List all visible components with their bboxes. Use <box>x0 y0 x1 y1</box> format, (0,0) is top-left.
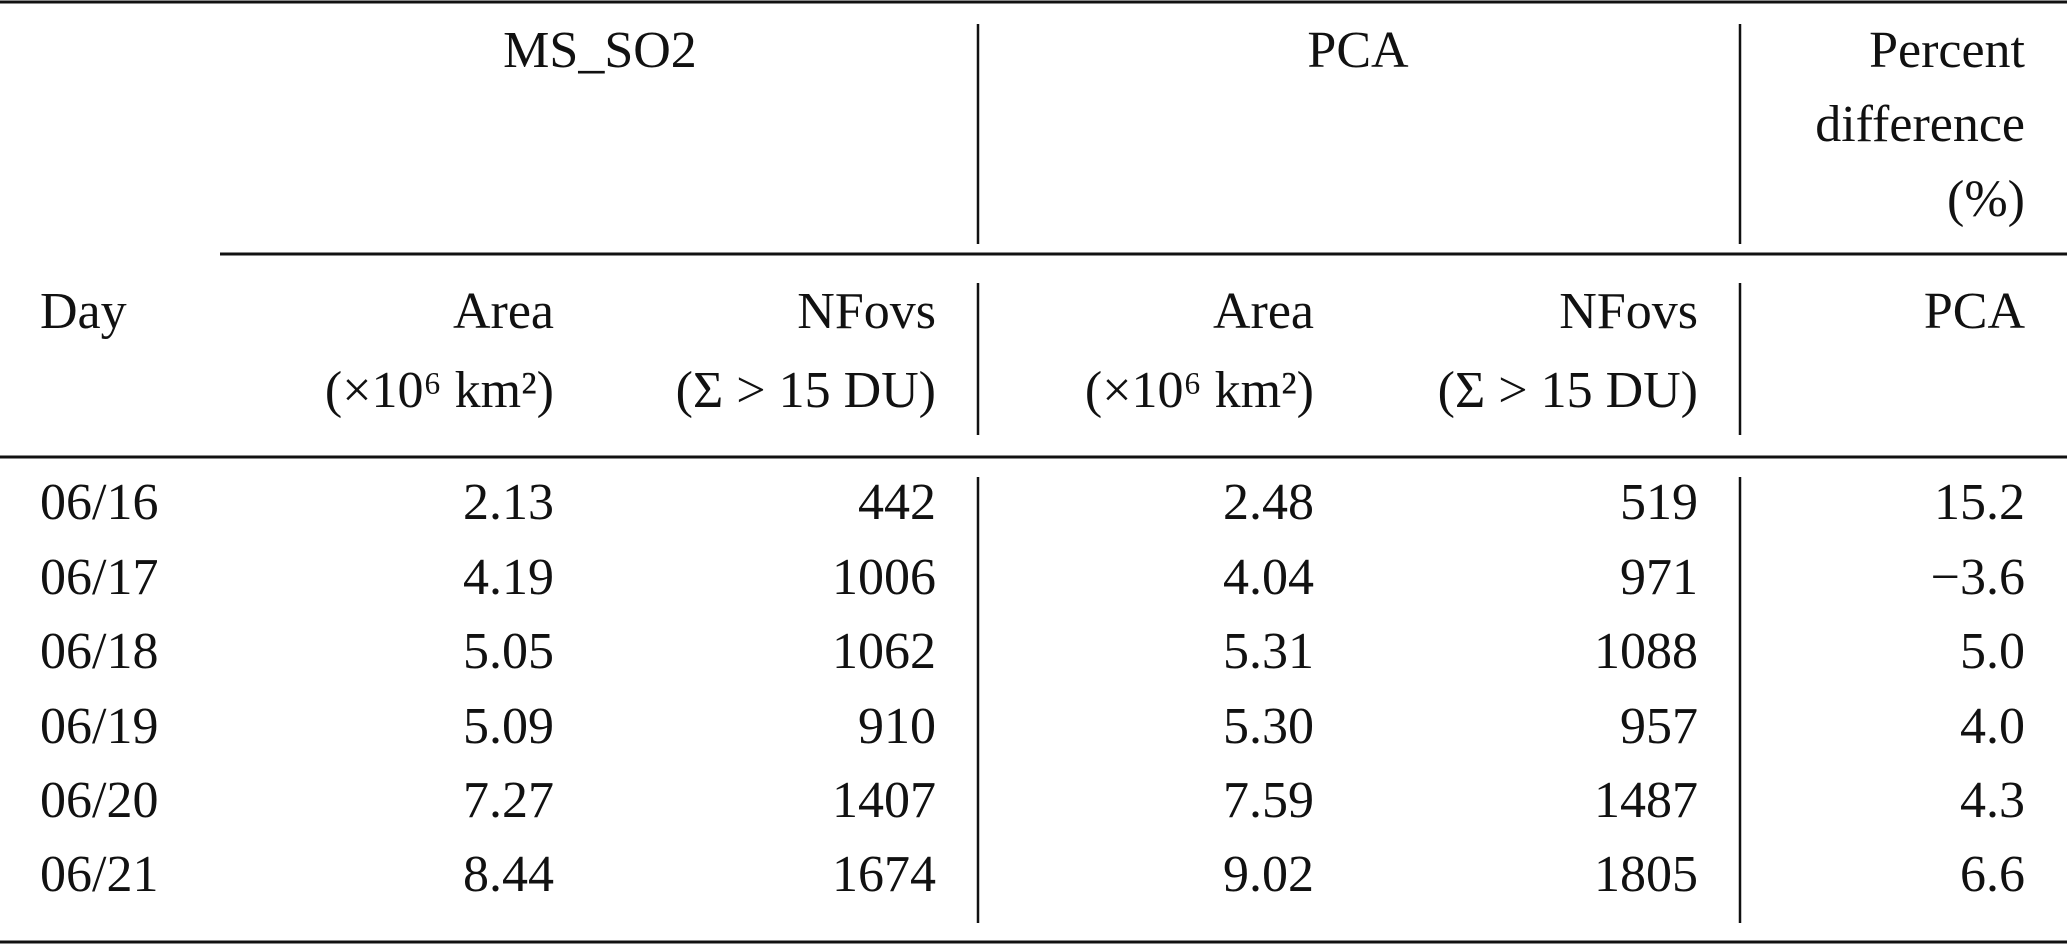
cell: 1006 <box>832 549 936 606</box>
column-header: Area <box>1213 283 1314 340</box>
row-label: 06/17 <box>40 549 158 606</box>
cell: 910 <box>858 698 936 755</box>
cell: 6.6 <box>1960 846 2025 903</box>
row-label: 06/16 <box>40 474 158 531</box>
cell: 4.04 <box>1223 549 1314 606</box>
cell: 2.13 <box>463 474 554 531</box>
cell: 4.19 <box>463 549 554 606</box>
cell: 9.02 <box>1223 846 1314 903</box>
cell: 2.48 <box>1223 474 1314 531</box>
cell: 1805 <box>1594 846 1698 903</box>
cell: 5.05 <box>463 623 554 680</box>
cell: 442 <box>858 474 936 531</box>
group-header: MS_SO2 <box>503 22 697 79</box>
cell: 4.0 <box>1960 698 2025 755</box>
cell: 1487 <box>1594 772 1698 829</box>
cell: 1674 <box>832 846 936 903</box>
cell: 1407 <box>832 772 936 829</box>
column-header: (Σ > 15 DU) <box>676 362 936 419</box>
column-header: (Σ > 15 DU) <box>1438 362 1698 419</box>
cell: −3.6 <box>1931 549 2025 606</box>
cell: 5.30 <box>1223 698 1314 755</box>
cell: 971 <box>1620 549 1698 606</box>
column-header: NFovs <box>1559 283 1698 340</box>
group-header: difference <box>1815 96 2025 153</box>
cell: 4.3 <box>1960 772 2025 829</box>
row-label: 06/18 <box>40 623 158 680</box>
column-header: Day <box>40 283 127 340</box>
group-header: PCA <box>1307 22 1409 79</box>
column-header: Area <box>453 283 554 340</box>
column-header: PCA <box>1924 283 2026 340</box>
column-header: (×10⁶ km²) <box>325 362 554 419</box>
cell: 957 <box>1620 698 1698 755</box>
cell: 519 <box>1620 474 1698 531</box>
cell: 7.27 <box>463 772 554 829</box>
row-label: 06/19 <box>40 698 158 755</box>
row-label: 06/20 <box>40 772 158 829</box>
column-header: (×10⁶ km²) <box>1085 362 1314 419</box>
group-header: (%) <box>1947 171 2025 228</box>
group-header: Percent <box>1869 22 2025 79</box>
cell: 1088 <box>1594 623 1698 680</box>
cell: 7.59 <box>1223 772 1314 829</box>
cell: 5.0 <box>1960 623 2025 680</box>
cell: 15.2 <box>1934 474 2025 531</box>
row-label: 06/21 <box>40 846 158 903</box>
cell: 1062 <box>832 623 936 680</box>
cell: 5.09 <box>463 698 554 755</box>
column-header: NFovs <box>797 283 936 340</box>
cell: 8.44 <box>463 846 554 903</box>
cell: 5.31 <box>1223 623 1314 680</box>
